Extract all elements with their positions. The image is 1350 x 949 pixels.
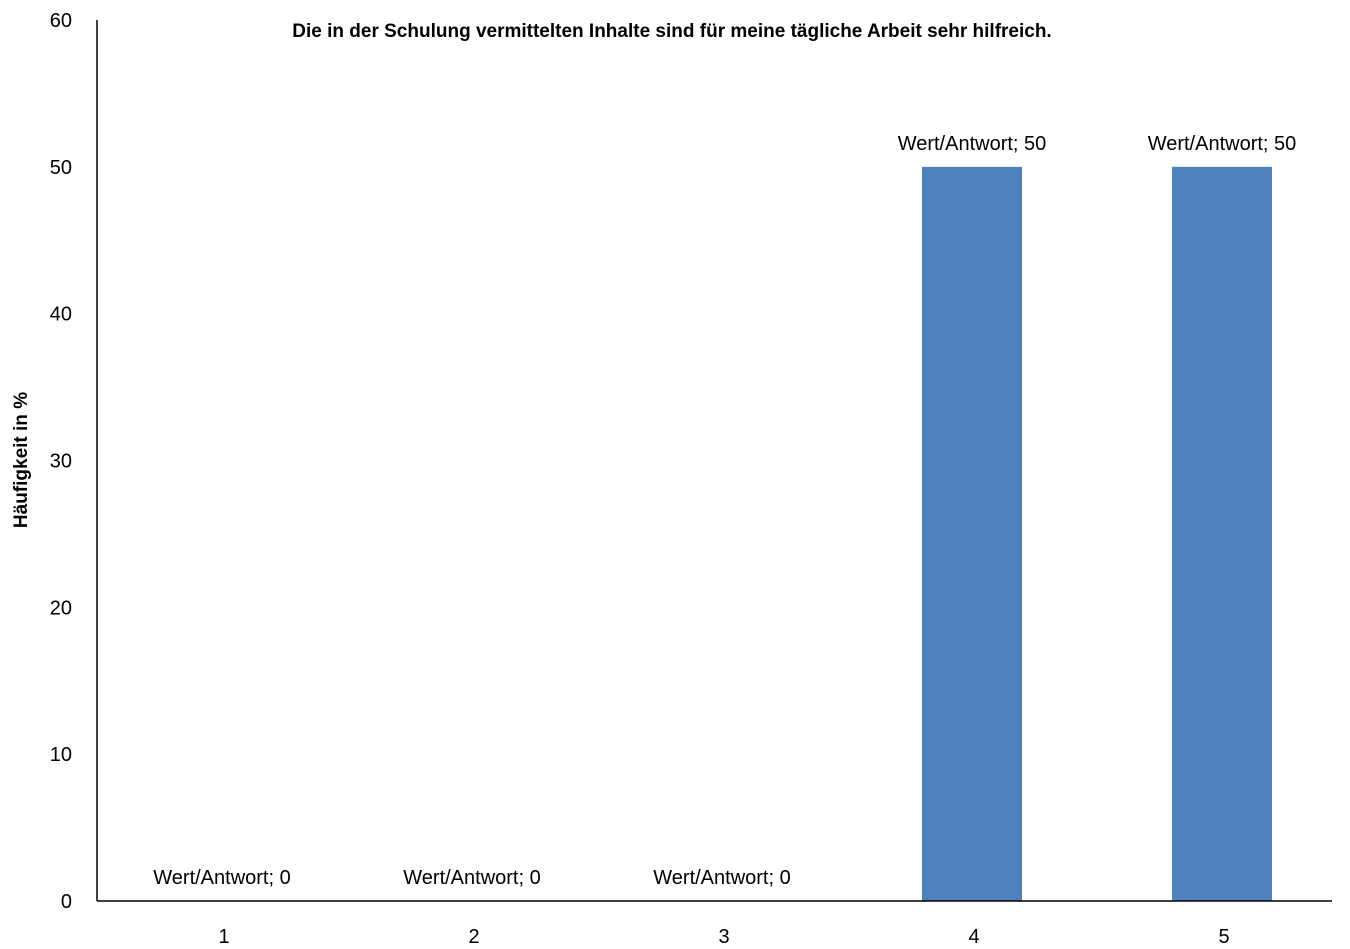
y-tick-label: 20 <box>50 597 72 619</box>
y-tick-label: 60 <box>50 10 72 32</box>
data-label: Wert/Antwort; 0 <box>403 867 540 889</box>
y-axis-ticks: 0 10 20 30 40 50 60 <box>50 10 72 913</box>
y-tick-label: 10 <box>50 744 72 766</box>
x-axis-ticks: 1 2 3 4 5 <box>218 926 1229 948</box>
x-tick-label: 4 <box>968 926 979 948</box>
x-tick-label: 2 <box>468 926 479 948</box>
x-tick-label: 5 <box>1218 926 1229 948</box>
data-label: Wert/Antwort; 50 <box>898 133 1047 155</box>
chart-title: Die in der Schulung vermittelten Inhalte… <box>292 21 1051 42</box>
y-tick-label: 50 <box>50 157 72 179</box>
y-tick-label: 0 <box>61 891 72 913</box>
data-label: Wert/Antwort; 50 <box>1148 133 1297 155</box>
data-label: Wert/Antwort; 0 <box>153 867 290 889</box>
y-tick-label: 30 <box>50 451 72 473</box>
bars <box>922 166 1272 902</box>
bar <box>1172 166 1272 902</box>
bar <box>922 166 1022 902</box>
x-tick-label: 3 <box>718 926 729 948</box>
y-tick-label: 40 <box>50 304 72 326</box>
x-tick-label: 1 <box>218 926 229 948</box>
data-label: Wert/Antwort; 0 <box>653 867 790 889</box>
data-labels: Wert/Antwort; 0 Wert/Antwort; 0 Wert/Antwo… <box>153 133 1296 889</box>
y-axis-title: Häufigkeit in % <box>11 392 32 528</box>
